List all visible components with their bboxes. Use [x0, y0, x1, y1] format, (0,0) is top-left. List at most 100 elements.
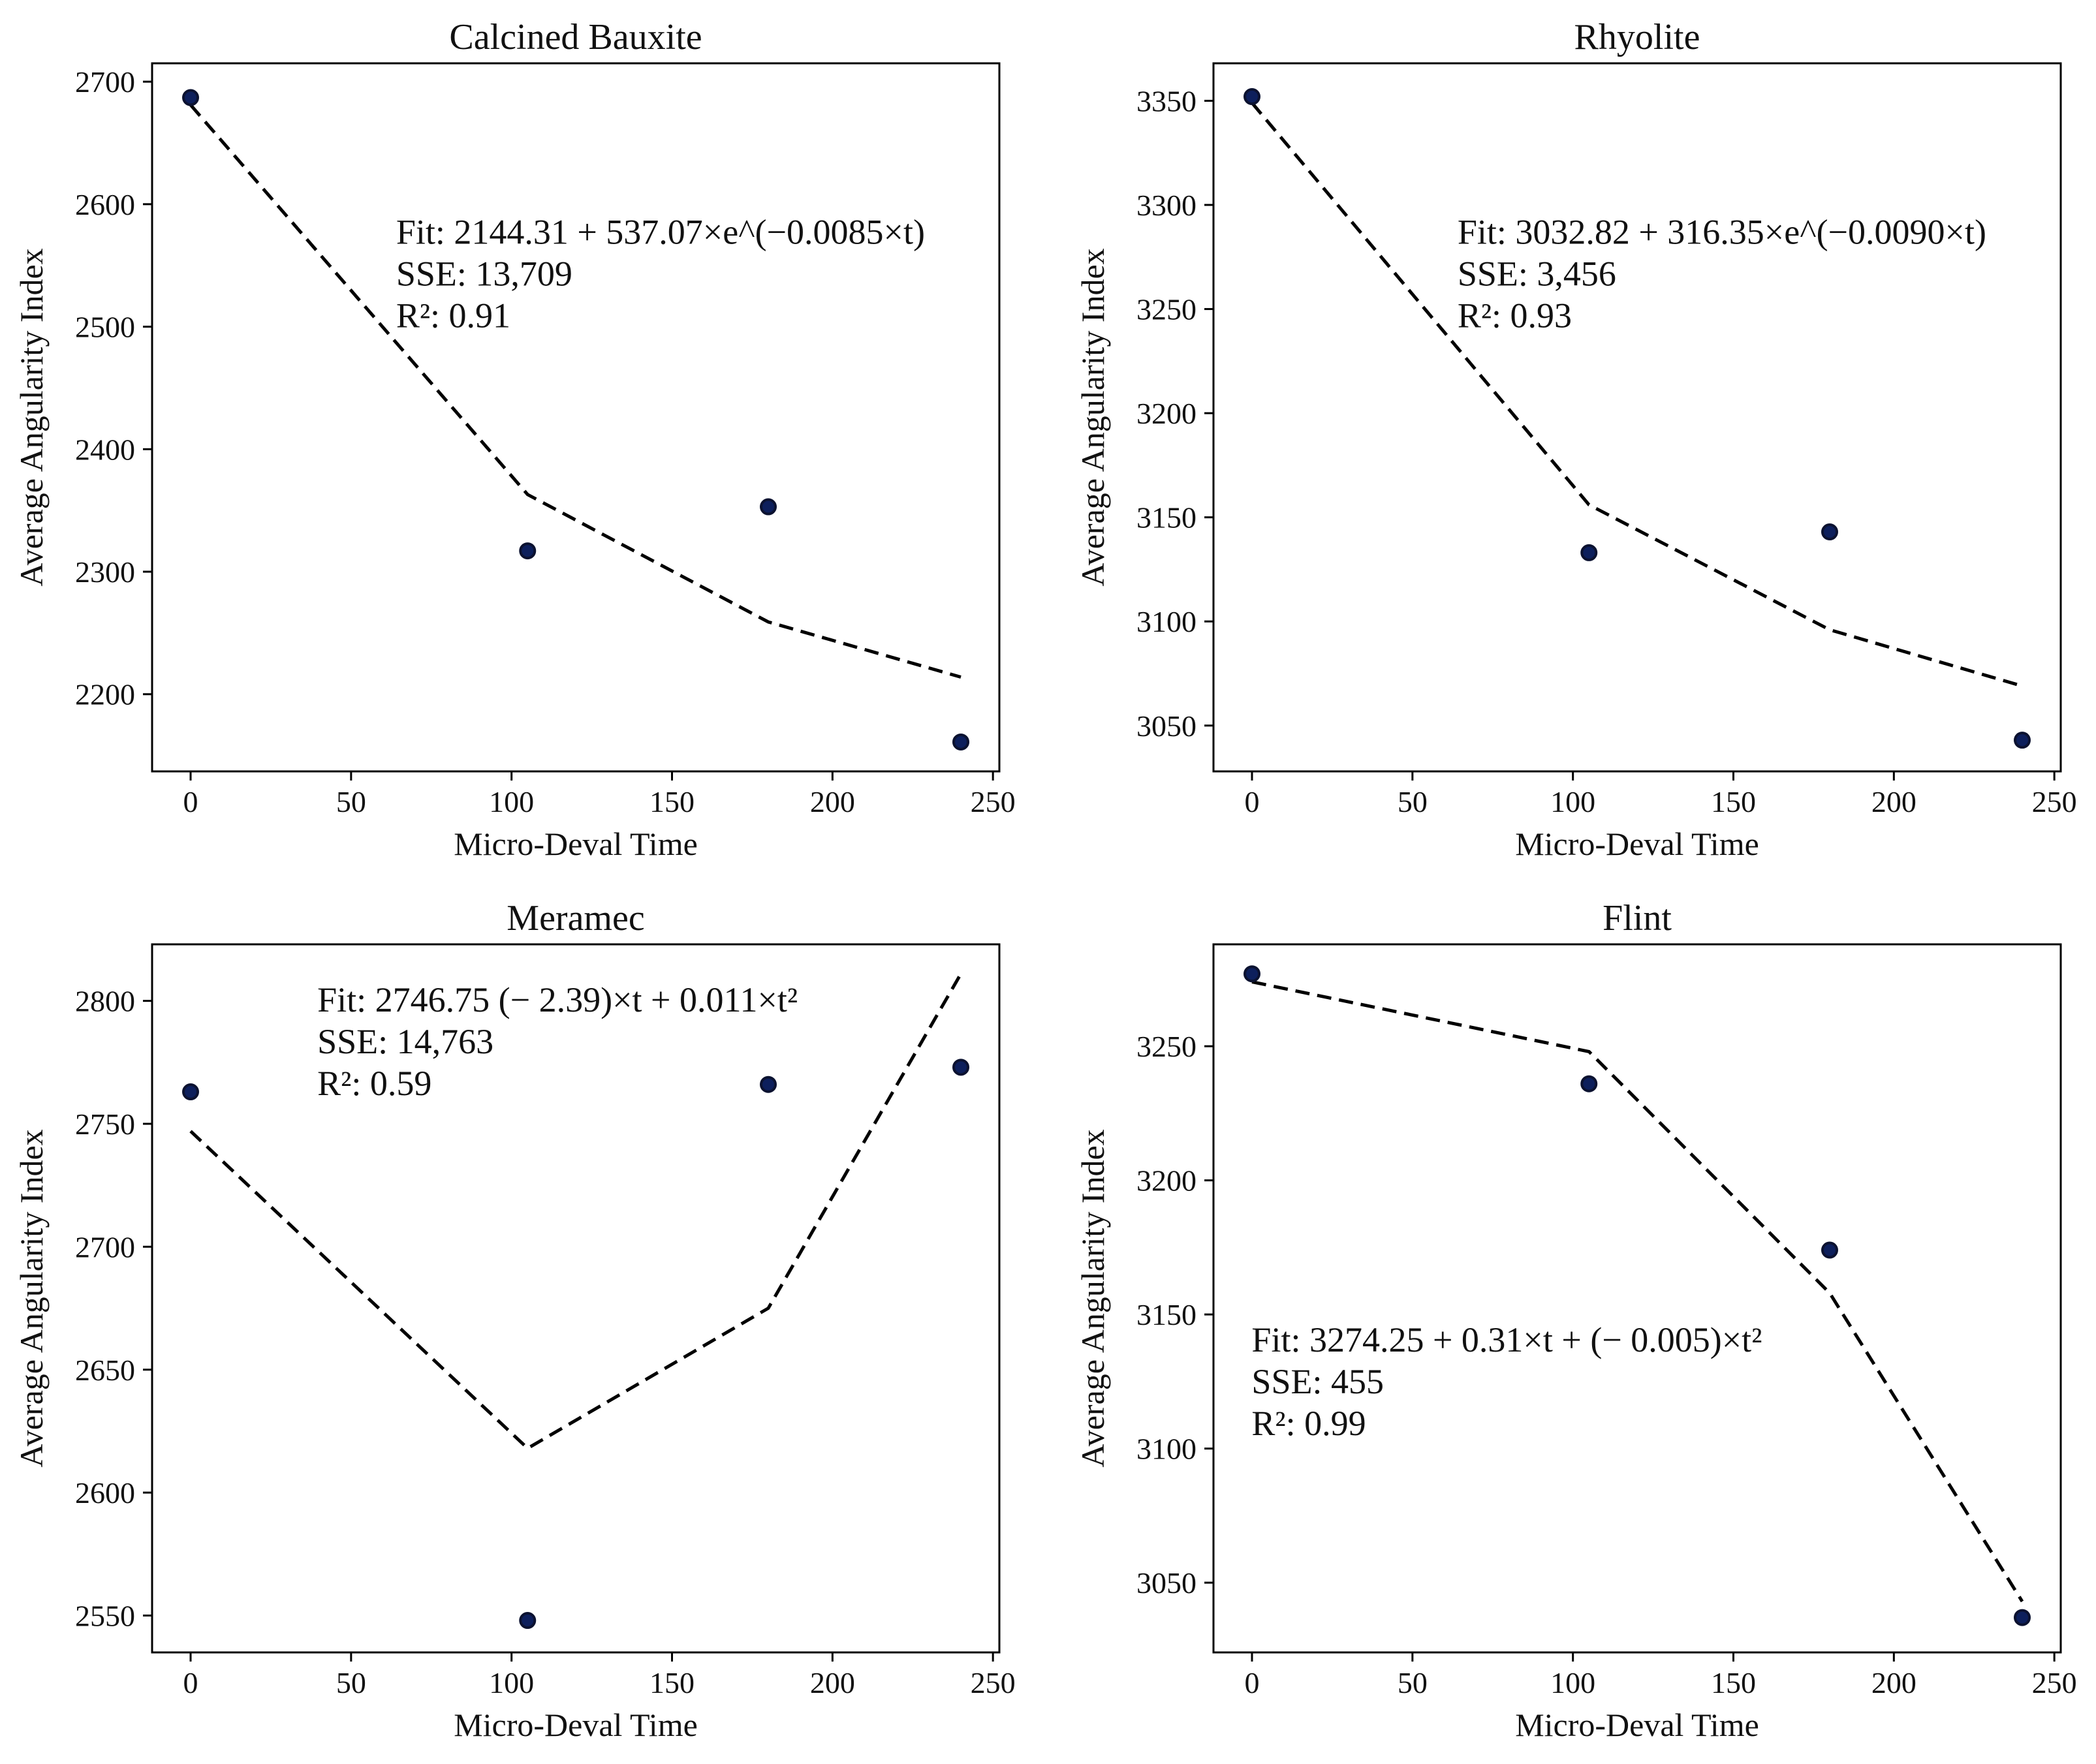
- chart-title: Flint: [1603, 898, 1672, 938]
- x-tick-label: 150: [1711, 1666, 1756, 1699]
- data-point: [182, 89, 199, 106]
- y-axis-label: Average Angularity Index: [1074, 248, 1111, 586]
- fit-annotation-line: Fit: 2144.31 + 537.07×e^(−0.0085×t): [396, 213, 925, 252]
- data-point: [182, 1083, 199, 1101]
- y-tick-label: 2600: [75, 188, 135, 221]
- fit-annotation-line: Fit: 3274.25 + 0.31×t + (− 0.005)×t²: [1251, 1320, 1762, 1359]
- y-tick-label: 2700: [75, 1230, 135, 1263]
- y-axis-label: Average Angularity Index: [13, 248, 50, 586]
- y-tick-label: 2400: [75, 433, 135, 466]
- x-tick-label: 250: [971, 1666, 1016, 1699]
- y-tick-label: 3200: [1136, 397, 1197, 430]
- x-tick-label: 100: [489, 785, 534, 818]
- y-tick-label: 3100: [1136, 605, 1197, 638]
- x-tick-label: 0: [183, 1666, 198, 1699]
- chart-panel-3: 0 50 100 150 200 250 2550 2600 2650 2700 2750 2800 M…: [13, 898, 1016, 1743]
- y-tick-label: 3200: [1136, 1164, 1197, 1198]
- x-tick-label: 150: [649, 1666, 695, 1699]
- x-tick-label: 250: [2032, 785, 2077, 818]
- fit-annotation-line: Fit: 2746.75 (− 2.39)×t + 0.011×t²: [317, 980, 798, 1019]
- y-tick-label: 3050: [1136, 709, 1197, 743]
- x-tick-label: 200: [810, 1666, 855, 1699]
- y-tick-label: 3300: [1136, 189, 1197, 222]
- y-tick-label: 3150: [1136, 1298, 1197, 1331]
- x-tick-label: 0: [183, 785, 198, 818]
- y-axis-label: Average Angularity Index: [13, 1129, 50, 1467]
- fit-annotation-line: SSE: 3,456: [1458, 255, 1616, 294]
- x-tick-label: 50: [1398, 785, 1428, 818]
- data-point: [760, 1075, 777, 1093]
- fit-annotation-line: SSE: 13,709: [396, 255, 572, 294]
- chart-panel-2: 0 50 100 150 200 250 3050 3100 3150 3200 3250 3300 3…: [1074, 17, 2077, 862]
- x-tick-label: 200: [810, 785, 855, 818]
- y-tick-label: 3150: [1136, 501, 1197, 534]
- data-point: [952, 733, 969, 750]
- x-axis-label: Micro-Deval Time: [454, 1707, 698, 1743]
- x-axis-label: Micro-Deval Time: [1515, 1707, 1759, 1743]
- y-tick-label: 3250: [1136, 1030, 1197, 1063]
- fit-line: [1251, 101, 2023, 688]
- data-point: [1580, 544, 1598, 561]
- data-point: [760, 498, 777, 516]
- chart-title: Meramec: [507, 898, 644, 938]
- y-tick-label: 3050: [1136, 1566, 1197, 1600]
- data-point: [519, 542, 537, 560]
- x-axis-label: Micro-Deval Time: [454, 826, 698, 862]
- plot-frame: [1212, 62, 2062, 773]
- data-point: [519, 1612, 537, 1630]
- y-axis-label: Average Angularity Index: [1074, 1129, 1111, 1467]
- plot-frame: [1212, 943, 2062, 1654]
- x-tick-label: 200: [1871, 785, 1916, 818]
- fit-annotation-line: R²: 0.59: [317, 1064, 431, 1103]
- plot-frame: [151, 943, 1001, 1654]
- data-point: [1244, 88, 1260, 106]
- y-tick-label: 3350: [1136, 84, 1197, 117]
- x-tick-label: 250: [2032, 1666, 2077, 1699]
- chart-title: Rhyolite: [1574, 17, 1700, 57]
- x-tick-label: 50: [336, 1666, 366, 1699]
- y-tick-label: 2300: [75, 555, 135, 589]
- y-tick-label: 2200: [75, 678, 135, 711]
- fit-annotation-line: Fit: 3032.82 + 316.35×e^(−0.0090×t): [1458, 213, 1986, 252]
- y-tick-label: 2800: [75, 985, 135, 1018]
- y-tick-label: 2500: [75, 311, 135, 344]
- data-point: [952, 1059, 969, 1076]
- fit-annotation-line: SSE: 455: [1251, 1362, 1384, 1401]
- x-tick-label: 250: [971, 785, 1016, 818]
- fit-line: [1251, 980, 2024, 1603]
- y-tick-label: 2650: [75, 1354, 135, 1387]
- x-tick-label: 200: [1871, 1666, 1916, 1699]
- fit-line: [189, 972, 963, 1451]
- x-tick-label: 50: [336, 785, 366, 818]
- data-point: [1821, 1241, 1838, 1259]
- data-point: [1580, 1075, 1598, 1092]
- data-point: [1821, 523, 1838, 541]
- chart-title: Calcined Bauxite: [449, 17, 702, 57]
- fit-line: [189, 104, 962, 679]
- y-tick-label: 3100: [1136, 1432, 1197, 1466]
- data-point: [1244, 965, 1260, 983]
- x-tick-label: 100: [489, 1666, 534, 1699]
- data-point: [2014, 1609, 2031, 1626]
- fit-annotation-line: R²: 0.91: [396, 296, 510, 335]
- chart-panel-1: 0 50 100 150 200 250 2200 2300 2400 2500 2600 2700 C…: [13, 17, 1016, 862]
- x-axis-label: Micro-Deval Time: [1515, 826, 1759, 862]
- fit-annotation-line: SSE: 14,763: [317, 1022, 493, 1061]
- x-tick-label: 100: [1550, 1666, 1595, 1699]
- x-tick-label: 0: [1245, 1666, 1260, 1699]
- data-point: [2014, 732, 2031, 749]
- y-tick-label: 2700: [75, 65, 135, 99]
- x-tick-label: 150: [649, 785, 695, 818]
- y-tick-label: 2550: [75, 1599, 135, 1632]
- y-tick-label: 2750: [75, 1107, 135, 1141]
- y-tick-label: 3250: [1136, 293, 1197, 326]
- plot-frame: [151, 62, 1001, 773]
- x-tick-label: 50: [1398, 1666, 1428, 1699]
- fit-annotation-line: R²: 0.99: [1251, 1404, 1366, 1443]
- x-tick-label: 100: [1550, 785, 1595, 818]
- x-tick-label: 150: [1711, 785, 1756, 818]
- fit-annotation-line: R²: 0.93: [1458, 296, 1572, 335]
- chart-panel-4: 0 50 100 150 200 250 3050 3100 3150 3200 3250 Flint…: [1074, 898, 2077, 1743]
- x-tick-label: 0: [1245, 785, 1260, 818]
